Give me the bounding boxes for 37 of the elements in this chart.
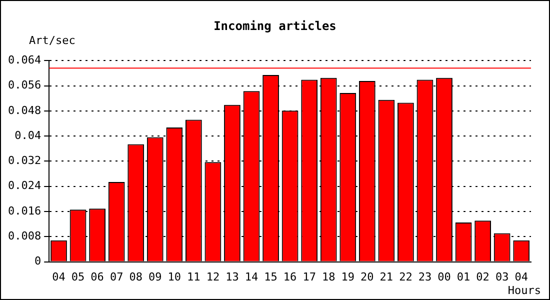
x-tick-label: 14: [244, 270, 259, 284]
y-tick-label: 0.04: [14, 128, 42, 142]
x-tick-label: 07: [110, 270, 124, 284]
x-tick-label: 17: [302, 270, 316, 284]
y-tick-label: 0.008: [8, 230, 42, 243]
x-tick-label: 11: [187, 270, 200, 284]
y-tick-label: 0.056: [8, 78, 42, 92]
x-tick-label: 13: [226, 270, 239, 284]
x-tick-label: 21: [380, 270, 394, 284]
y-tick-label: 0.048: [8, 104, 42, 117]
x-tick-label: 08: [129, 270, 142, 284]
x-tick-label: 04: [514, 270, 528, 284]
y-tick-label: 0.024: [8, 179, 42, 192]
x-tick-label: 10: [168, 270, 182, 284]
x-tick-label: 06: [90, 270, 104, 284]
x-tick-label: 03: [495, 270, 509, 284]
x-tick-label: 05: [71, 270, 85, 284]
x-tick-label: 18: [322, 270, 336, 284]
x-tick-label: 00: [438, 270, 451, 284]
x-tick-label: 09: [148, 270, 162, 284]
x-tick-label: 01: [456, 270, 470, 284]
x-tick-label: 23: [418, 270, 432, 284]
x-tick-label: 12: [206, 270, 220, 284]
x-tick-label: 04: [52, 270, 66, 284]
x-tick-label: 16: [283, 270, 297, 284]
y-tick-label: 0.032: [8, 154, 42, 168]
y-tick-label: 0: [34, 254, 42, 268]
y-tick-label: 0.064: [8, 53, 42, 66]
x-axis-title: Hours: [508, 284, 541, 297]
y-axis-title: Art/sec: [29, 34, 76, 47]
x-tick-label: 20: [360, 270, 374, 284]
x-tick-label: 22: [399, 270, 412, 284]
x-tick-label: 19: [341, 270, 355, 284]
y-tick-label: 0.016: [8, 204, 42, 218]
chart-title: Incoming articles: [212, 19, 338, 33]
x-tick-label: 02: [476, 270, 490, 284]
x-tick-label: 15: [264, 270, 278, 284]
